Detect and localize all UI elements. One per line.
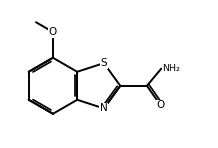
Text: S: S — [100, 58, 107, 68]
Text: NH₂: NH₂ — [162, 64, 180, 73]
Text: O: O — [49, 27, 57, 37]
Text: O: O — [157, 100, 165, 110]
Text: N: N — [100, 103, 108, 113]
